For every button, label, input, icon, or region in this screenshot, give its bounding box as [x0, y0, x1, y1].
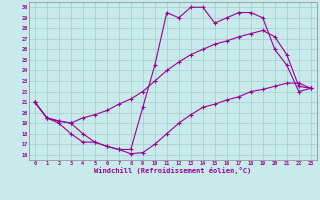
X-axis label: Windchill (Refroidissement éolien,°C): Windchill (Refroidissement éolien,°C)	[94, 167, 252, 174]
